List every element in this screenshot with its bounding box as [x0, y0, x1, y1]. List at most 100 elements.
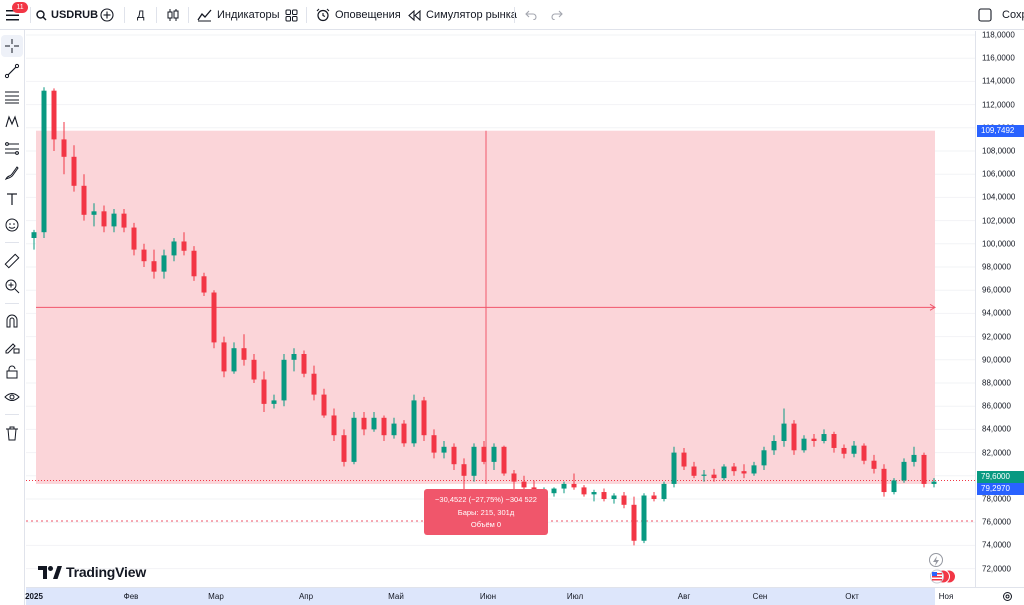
price-scale[interactable]: 118,0000116,0000114,0000112,0000110,0000… [975, 31, 1024, 587]
candle-body [681, 452, 687, 467]
lock-drawing-tool[interactable] [1, 336, 23, 358]
candle-body [571, 483, 577, 488]
redo-icon [551, 10, 563, 20]
lightning-button[interactable] [929, 553, 943, 567]
time-tick: Авг [677, 592, 691, 601]
candle-body [91, 211, 97, 215]
candle-body [161, 255, 167, 272]
crosshair-tool[interactable] [1, 35, 23, 57]
candle-body [551, 488, 557, 494]
time-tick: Мар [208, 592, 224, 601]
time-tick: Окт [845, 592, 859, 601]
candle-body [241, 348, 247, 360]
trend-line-icon [4, 63, 20, 79]
candle-body [201, 276, 207, 293]
candle-body [341, 435, 347, 462]
measure-arrowhead [929, 303, 936, 311]
zoom-tool[interactable] [1, 275, 23, 297]
candle-body [141, 249, 147, 262]
zoom-in-icon [5, 279, 20, 294]
candle-body [371, 417, 377, 430]
candle-body [461, 464, 467, 476]
hide-tool[interactable] [1, 386, 23, 408]
price-tick: 106,0000 [982, 169, 1016, 179]
candle-body [101, 211, 107, 227]
candle-body [691, 466, 697, 476]
candle-body [581, 487, 587, 495]
text-tool[interactable] [1, 188, 23, 210]
magnet-tool[interactable] [1, 310, 23, 332]
price-tick: 76,0000 [982, 517, 1011, 527]
interval-button[interactable]: Д [137, 0, 144, 30]
undo-button[interactable] [525, 0, 537, 30]
candle-body [911, 454, 917, 462]
brush-tool[interactable] [1, 162, 23, 184]
lock-icon [6, 365, 18, 379]
candle-body [801, 438, 807, 451]
layouts-button[interactable] [285, 0, 298, 30]
indicators-icon [197, 9, 212, 22]
price-tick: 90,0000 [982, 355, 1011, 365]
gear-icon[interactable] [1002, 591, 1013, 602]
trend-line-tool[interactable] [1, 60, 23, 82]
trash-icon [6, 426, 18, 441]
measure-time-range [26, 588, 935, 605]
candle-body [61, 139, 67, 157]
indicators-button[interactable]: Индикаторы [197, 0, 280, 30]
chart-type-button[interactable] [166, 0, 180, 30]
candle-body [501, 446, 507, 474]
candle-body [331, 415, 337, 436]
pattern-tool[interactable] [1, 111, 23, 133]
chart-pane[interactable] [26, 31, 975, 587]
remove-tool[interactable] [1, 422, 23, 444]
price-tick: 114,0000 [982, 76, 1015, 86]
price-tick: 72,0000 [982, 564, 1011, 574]
save-button[interactable]: Сохр [978, 0, 1024, 30]
symbol-search[interactable]: USDRUB [36, 0, 98, 30]
text-icon [7, 193, 17, 205]
last-price-badge: 79,6000 [977, 471, 1024, 484]
compare-button[interactable] [100, 0, 114, 30]
candle-body [151, 261, 157, 272]
horizontal-lines-icon [5, 91, 19, 104]
fib-tool[interactable] [1, 137, 23, 159]
candles [31, 87, 937, 546]
alerts-button[interactable]: Оповещения [316, 0, 401, 30]
candle-body [31, 232, 37, 238]
ruler-tool[interactable] [1, 250, 23, 272]
candle-body [431, 435, 437, 453]
time-scale[interactable]: 2025 Фев Мар Апр Май Июн Июл Авг Сен Окт Ноя [25, 587, 1024, 605]
price-chart[interactable] [26, 31, 975, 587]
range-top-price-badge: 109,7492 [977, 124, 1024, 137]
candle-body [401, 423, 407, 444]
divider [514, 7, 515, 23]
emoji-tool[interactable] [1, 214, 23, 236]
pencil-lock-icon [5, 343, 20, 354]
candle-body [771, 441, 777, 451]
time-tick: Сен [752, 592, 768, 601]
emoji-icon [5, 218, 19, 232]
horizontal-lines-tool[interactable] [1, 86, 23, 108]
tradingview-logo[interactable]: TradingView [38, 563, 146, 581]
candle-body [871, 460, 877, 469]
time-tick: Ноя [938, 592, 954, 601]
redo-button[interactable] [551, 0, 563, 30]
range-bottom-price-badge: 79,2970 [977, 482, 1024, 495]
candle-body [671, 452, 677, 484]
candle-body [271, 400, 277, 404]
measure-bars: Бары: 215, 301д [457, 507, 515, 517]
candle-body [881, 468, 887, 493]
candle-body [121, 213, 127, 228]
candle-body [651, 495, 657, 499]
lock-all-tool[interactable] [1, 361, 23, 383]
time-tick: Июл [566, 592, 584, 601]
candle-body [601, 492, 607, 499]
candle-body [781, 423, 787, 441]
candle-body [921, 454, 927, 484]
divider [156, 7, 157, 23]
price-tick: 104,0000 [982, 192, 1016, 202]
replay-button[interactable]: Симулятор рынка [408, 0, 517, 30]
price-tick: 92,0000 [982, 332, 1011, 342]
candle-body [821, 434, 827, 441]
candle-body [441, 446, 447, 453]
